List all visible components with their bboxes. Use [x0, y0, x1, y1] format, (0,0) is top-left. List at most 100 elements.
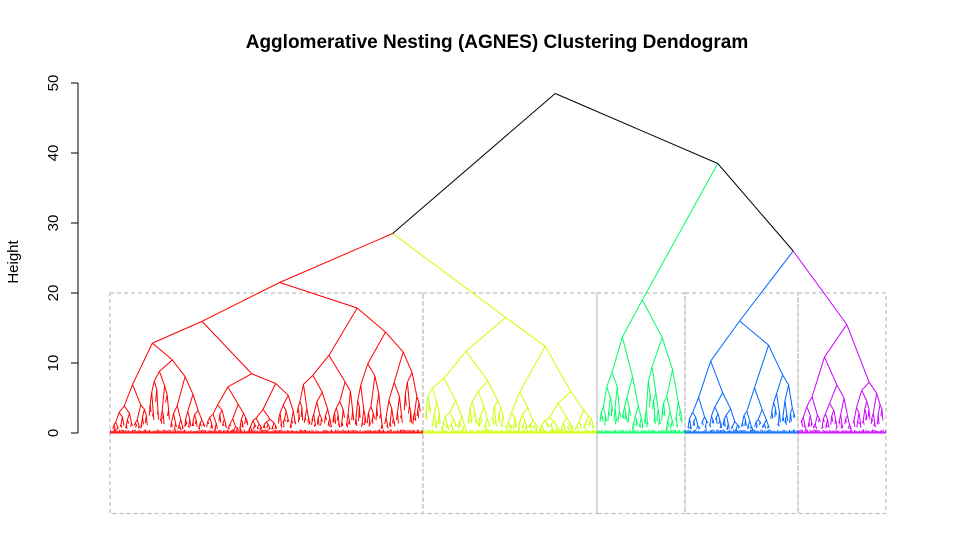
dendrogram-branch — [777, 423, 780, 427]
dendrogram-branch — [519, 414, 523, 421]
dendrogram-branch — [602, 406, 607, 417]
dendrogram-branch — [829, 384, 838, 404]
dendrogram-branch — [846, 324, 870, 383]
dendrogram-branch — [670, 423, 673, 426]
dendrogram-branch — [269, 427, 271, 430]
dendrogram-branch — [185, 419, 187, 423]
dendrogram-branch — [212, 414, 217, 424]
dendrogram-branch — [176, 376, 186, 406]
dendrogram-branch — [723, 418, 726, 427]
dendrogram-branch — [232, 404, 239, 420]
dendrogram-branch — [771, 411, 774, 419]
dendrogram-branch — [513, 425, 515, 428]
dendrogram-branch — [174, 428, 176, 430]
dendrogram-branch — [252, 420, 256, 425]
dendrogram-branch — [621, 337, 634, 377]
dendrogram-branch — [297, 407, 300, 414]
dendrogram-branch — [185, 422, 188, 425]
dendrogram-branch — [306, 408, 310, 419]
dendrogram-branch — [735, 424, 739, 430]
dendrogram-branch — [864, 401, 868, 409]
dendrogram-branch — [816, 414, 820, 420]
dendrogram-branch — [176, 405, 182, 420]
dendrogram-branch — [536, 426, 539, 429]
dendrogram-branch — [339, 381, 346, 402]
dendrogram-branch — [546, 423, 549, 426]
dendrogram-branch — [614, 407, 617, 418]
dendrogram-branch — [287, 418, 290, 422]
dendrogram-branch — [822, 413, 826, 419]
dendrogram-branch — [710, 320, 741, 362]
dendrogram-branch — [475, 419, 478, 425]
dendrogram-branch — [443, 350, 467, 379]
dendrogram-branch — [859, 421, 862, 428]
dendrogram-branch — [189, 419, 192, 427]
dendrogram-branch — [507, 422, 511, 425]
dendrogram-branch — [367, 412, 371, 421]
dendrogram-branch — [161, 410, 164, 415]
dendrogram-branch — [367, 363, 376, 377]
dendrogram-branch — [246, 420, 249, 426]
dendrogram-branch — [811, 422, 813, 425]
dendrogram-branch — [316, 401, 321, 415]
dendrogram-branch — [695, 417, 699, 427]
dendrogram-branch — [187, 411, 191, 420]
y-tick-label: 40 — [45, 145, 62, 162]
dendrogram-branch — [755, 419, 759, 423]
dendrogram-branch — [599, 412, 602, 423]
dendrogram-branch — [355, 417, 358, 426]
dendrogram-branch — [621, 299, 643, 338]
dendrogram-branch — [554, 426, 558, 431]
dendrogram-branch — [469, 401, 473, 408]
dendrogram-branch — [450, 424, 454, 429]
dendrogram-branch — [687, 425, 690, 429]
dendrogram-branch — [263, 424, 266, 429]
dendrogram-branch — [459, 416, 463, 422]
dendrogram-branch — [178, 424, 181, 428]
dendrogram-branch — [455, 424, 458, 427]
dendrogram-branch — [737, 424, 740, 427]
dendrogram-branch — [669, 411, 673, 421]
dendrogram-branch — [825, 423, 828, 427]
dendrogram-branch — [768, 344, 784, 376]
dendrogram-branch — [853, 407, 857, 421]
dendrogram-branch — [636, 419, 638, 426]
dendrogram-branch — [225, 424, 227, 429]
dendrogram-branch — [199, 422, 202, 427]
dendrogram-branch — [692, 412, 697, 418]
dendrogram-branch — [214, 427, 217, 430]
dendrogram-branch — [123, 384, 133, 407]
dendrogram-branch — [749, 421, 752, 427]
dendrogram-branch — [131, 423, 133, 426]
dendrogram-branch — [335, 401, 341, 409]
dendrogram-branch — [282, 421, 285, 428]
dendrogram-branch — [692, 397, 700, 413]
dendrogram-branch — [357, 385, 362, 401]
dendrogram-branch — [244, 417, 247, 425]
dendrogram-branch — [656, 409, 659, 422]
dendrogram-branch — [813, 425, 816, 428]
dendrogram-branch — [152, 412, 155, 421]
dendrogram-branch — [734, 421, 738, 426]
dendrogram-branch — [725, 408, 731, 416]
dendrogram-branch — [585, 423, 588, 426]
dendrogram-branch — [521, 407, 529, 415]
dendrogram-branch — [406, 382, 411, 406]
dendrogram-branch — [267, 423, 271, 428]
dendrogram-branch — [747, 425, 750, 429]
dendrogram-branch — [827, 419, 830, 426]
dendrogram-branch — [312, 355, 330, 376]
dendrogram-branch — [790, 407, 793, 413]
dendrogram-branch — [689, 412, 694, 419]
dendrogram-branch — [858, 412, 861, 422]
dendrogram-branch — [811, 356, 825, 397]
dendrogram-branch — [730, 408, 736, 422]
dendrogram-branch — [576, 422, 580, 427]
dendrogram-branch — [335, 407, 339, 415]
dendrogram-branch — [136, 404, 142, 420]
dendrogram-branch — [282, 404, 287, 412]
dendrogram-branch — [388, 382, 395, 401]
dendrogram-branch — [632, 425, 634, 430]
dendrogram-branch — [301, 407, 304, 421]
dendrogram-branch — [173, 413, 177, 424]
